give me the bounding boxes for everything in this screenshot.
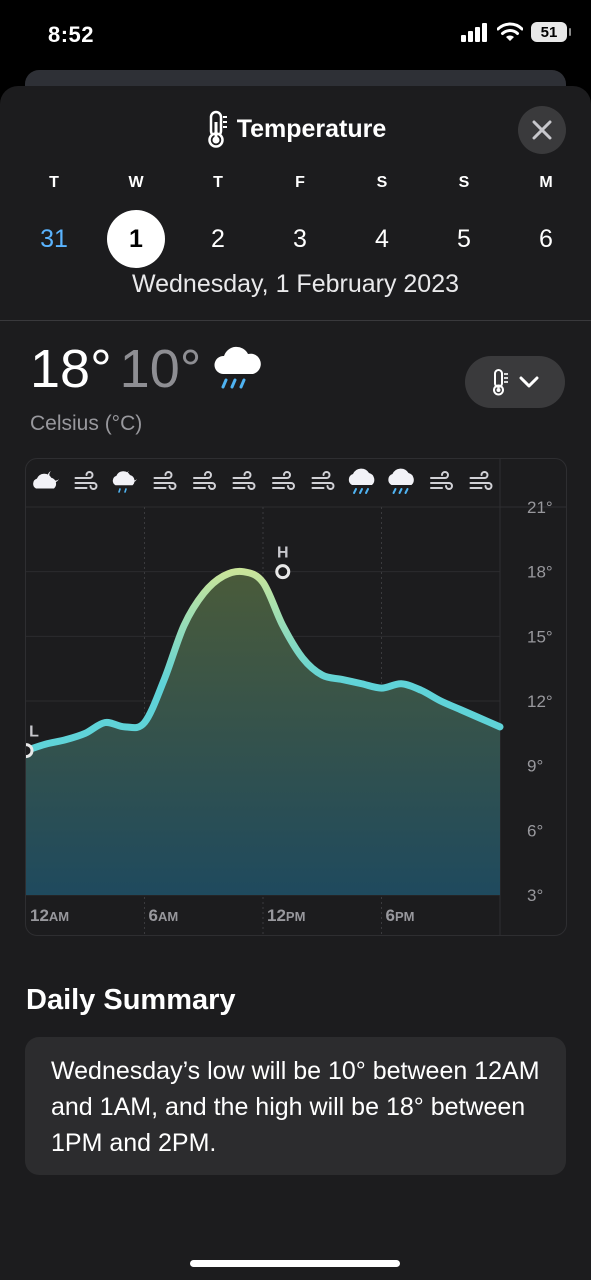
day-letter: W xyxy=(128,174,144,191)
wifi-icon xyxy=(497,22,523,41)
battery-indicator: 51 xyxy=(531,22,571,42)
day-item[interactable]: M 6 xyxy=(516,174,576,268)
summary-text: PM xyxy=(64,1129,103,1157)
wind-icon xyxy=(74,471,98,490)
metric-picker-button[interactable] xyxy=(465,356,565,408)
day-number-selected[interactable]: 1 xyxy=(107,210,165,268)
drizzle-night-icon xyxy=(112,471,137,493)
y-tick-label: 6° xyxy=(527,821,543,840)
temperature-summary: 18° 10° xyxy=(30,338,263,400)
rain-icon xyxy=(388,468,414,494)
high-point-marker xyxy=(275,564,291,580)
day-item[interactable]: F 3 xyxy=(270,174,330,268)
x-tick-label: 6AM xyxy=(149,906,179,925)
status-time: 8:52 xyxy=(48,22,95,47)
day-item[interactable]: T 31 xyxy=(24,174,84,268)
y-tick-label: 9° xyxy=(527,757,543,776)
day-letter: S xyxy=(458,174,470,191)
wind-icon xyxy=(469,471,493,490)
chevron-down-icon xyxy=(519,376,539,388)
summary-text: , and the high will be 18° between 1 xyxy=(51,1093,526,1157)
page-title: Temperature xyxy=(236,114,387,143)
wind-icon xyxy=(311,471,335,490)
day-item[interactable]: T 2 xyxy=(188,174,248,268)
day-number[interactable]: 4 xyxy=(375,225,389,253)
x-tick-label: 12AM xyxy=(30,906,69,925)
day-letter: M xyxy=(539,174,553,191)
rain-icon xyxy=(348,468,375,494)
y-tick-label: 12° xyxy=(527,692,553,711)
thermometer-icon xyxy=(493,369,508,396)
y-tick-label: 21° xyxy=(527,498,553,517)
x-tick-label: 6PM xyxy=(386,906,415,925)
temperature-chart: L H 21° 18° 15° 12° 9° 6° 3° 12AM 6AM 12PM 6PM xyxy=(25,458,567,936)
summary-text: AM xyxy=(113,1093,152,1121)
day-letter: T xyxy=(49,174,59,191)
chart-temperature-line xyxy=(26,567,504,755)
home-indicator[interactable] xyxy=(190,1260,400,1267)
wind-icon xyxy=(430,471,453,490)
status-bar: 8:52 51 xyxy=(0,0,591,70)
daily-summary-card: Wednesday’s low will be 10° between 12AM… xyxy=(25,1037,566,1175)
summary-text: and 1 xyxy=(51,1093,114,1121)
rain-cloud-icon xyxy=(214,346,262,389)
high-point-label: H xyxy=(277,545,289,562)
day-number[interactable]: 2 xyxy=(211,225,225,253)
summary-text: Wednesday’s low will be 10° between 12 xyxy=(51,1057,503,1085)
y-tick-label: 3° xyxy=(527,886,543,905)
summary-text: and 2 xyxy=(102,1129,172,1157)
wind-icon xyxy=(193,471,216,490)
low-temperature: 10° xyxy=(119,339,202,399)
daily-summary-title: Daily Summary xyxy=(26,984,236,1016)
y-tick-label: 15° xyxy=(527,627,553,646)
summary-text: . xyxy=(209,1129,217,1157)
day-letter: T xyxy=(213,174,223,191)
signal-icon xyxy=(461,23,487,42)
day-number[interactable]: 6 xyxy=(539,225,553,253)
chart-area-fill xyxy=(26,571,500,895)
summary-text: PM xyxy=(171,1129,210,1157)
day-item[interactable]: S 5 xyxy=(434,174,494,268)
day-number[interactable]: 31 xyxy=(40,225,68,253)
selected-date: Wednesday, 1 February 2023 xyxy=(131,270,460,298)
header-divider xyxy=(0,320,591,321)
day-letter: F xyxy=(295,174,305,191)
wind-icon xyxy=(153,471,177,490)
low-point-label: L xyxy=(29,724,39,741)
day-item[interactable]: W 1 xyxy=(106,174,166,268)
wind-icon xyxy=(272,471,295,490)
units-label: Celsius (°C) xyxy=(30,412,143,435)
day-letter: S xyxy=(376,174,388,191)
wind-icon xyxy=(232,471,256,490)
temperature-sheet: Temperature T 31 W 1 T 2 F 3 xyxy=(0,86,591,1280)
x-tick-label: 12PM xyxy=(267,906,305,925)
day-number[interactable]: 5 xyxy=(457,225,471,253)
thermometer-icon xyxy=(207,110,227,148)
summary-text: AM xyxy=(502,1057,540,1085)
day-number[interactable]: 3 xyxy=(293,225,307,253)
low-point-marker xyxy=(26,743,34,759)
close-icon xyxy=(532,120,552,140)
partly-cloudy-night-icon xyxy=(33,471,59,489)
y-tick-label: 18° xyxy=(527,563,553,582)
close-button[interactable] xyxy=(518,106,566,154)
high-temperature: 18° xyxy=(30,339,112,399)
sheet-header: Temperature T 31 W 1 T 2 F 3 xyxy=(0,86,591,320)
day-item[interactable]: S 4 xyxy=(352,174,412,268)
temperature-chart-svg: L H 21° 18° 15° 12° 9° 6° 3° 12AM 6AM 12PM 6PM xyxy=(26,459,566,935)
